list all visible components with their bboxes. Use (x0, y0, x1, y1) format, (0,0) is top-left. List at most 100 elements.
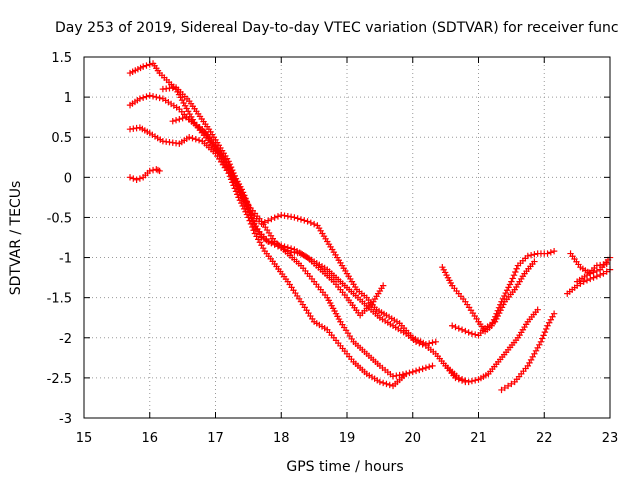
data-point (238, 186, 245, 193)
data-point (243, 198, 250, 205)
data-point (156, 167, 163, 175)
data-point (541, 328, 549, 336)
x-axis-title: GPS time / hours (286, 459, 403, 475)
series-track-c (126, 124, 410, 390)
data-point (136, 175, 144, 182)
data-point (242, 195, 249, 202)
series-track-f (126, 166, 163, 183)
data-point (465, 378, 472, 386)
data-point (587, 275, 594, 283)
data-point (531, 251, 538, 258)
data-point (256, 231, 264, 238)
data-point (169, 117, 176, 125)
data-point (238, 199, 245, 207)
data-point (512, 268, 519, 276)
data-point (419, 365, 426, 373)
data-point (501, 384, 508, 392)
data-point (255, 228, 262, 235)
y-tick-label: 1 (64, 91, 72, 106)
data-point (472, 377, 479, 384)
data-point (271, 214, 278, 221)
data-point (146, 167, 153, 175)
x-tick-label: 16 (141, 431, 158, 446)
data-point (527, 251, 535, 259)
data-point (524, 252, 532, 260)
x-tick-label: 15 (76, 431, 93, 446)
data-point (143, 62, 150, 69)
data-point (156, 94, 163, 102)
data-point (406, 369, 413, 377)
data-point (179, 114, 186, 122)
data-point (139, 94, 147, 101)
data-point (596, 271, 604, 279)
data-point (231, 185, 239, 192)
data-point (468, 330, 476, 337)
data-point (462, 377, 469, 384)
data-point (494, 312, 501, 320)
data-point (537, 338, 545, 345)
data-point (251, 219, 258, 227)
data-point (184, 108, 192, 115)
data-point (379, 282, 387, 289)
data-point (449, 322, 456, 329)
data-point (235, 194, 242, 201)
data-point (294, 215, 301, 222)
series-track-h (449, 258, 538, 339)
y-tick-label: -1 (59, 252, 72, 267)
x-tick-label: 21 (470, 431, 487, 446)
data-point (249, 217, 257, 224)
data-point (501, 292, 508, 300)
data-point (195, 137, 203, 144)
data-point (130, 175, 137, 182)
data-point (500, 301, 507, 308)
data-point (465, 329, 472, 336)
data-point (268, 239, 275, 247)
data-point (550, 310, 558, 317)
data-point (153, 93, 160, 101)
data-point (244, 201, 252, 208)
data-point (271, 241, 278, 248)
y-axis-title: SDTVAR / TECUs (8, 181, 24, 296)
data-point (186, 134, 193, 141)
data-point (186, 110, 193, 118)
data-point (409, 368, 416, 376)
data-point (505, 284, 512, 291)
data-point (183, 105, 190, 112)
data-point (247, 220, 255, 228)
series-track-j (498, 310, 558, 394)
data-point (510, 272, 518, 279)
data-point (274, 213, 282, 220)
y-tick-label: 0.5 (51, 131, 72, 146)
data-point (181, 102, 189, 109)
data-point (534, 306, 541, 313)
y-tick-label: 1.5 (51, 51, 72, 66)
data-point (386, 381, 393, 389)
data-point (278, 244, 285, 252)
data-point (284, 213, 292, 220)
data-point (301, 217, 308, 224)
series-track-e (169, 113, 439, 348)
data-point (180, 99, 187, 107)
data-point (429, 362, 436, 370)
data-point (587, 270, 594, 277)
data-point (268, 215, 275, 223)
y-tick-label: -3 (59, 412, 72, 427)
data-point (503, 287, 511, 294)
data-point (497, 307, 504, 314)
data-point (513, 265, 520, 272)
x-tick-label: 18 (273, 431, 290, 446)
data-point (412, 367, 420, 375)
data-point (254, 225, 261, 233)
data-point (236, 197, 244, 204)
data-point (462, 327, 469, 335)
data-point (502, 289, 509, 297)
y-tick-label: 0 (64, 171, 72, 186)
data-point (432, 338, 439, 345)
data-point (133, 176, 140, 183)
data-point (284, 247, 292, 254)
data-point (455, 374, 462, 382)
data-point (531, 258, 538, 265)
data-point (245, 204, 253, 211)
data-point (258, 220, 265, 228)
